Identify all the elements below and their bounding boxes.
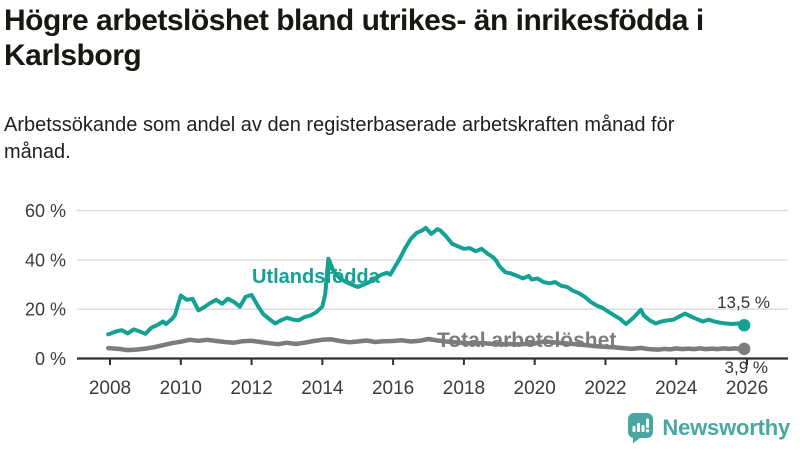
y-tick-label: 20 % <box>25 300 66 320</box>
x-tick-label: 2008 <box>89 378 131 399</box>
x-tick-label: 2024 <box>655 378 698 399</box>
y-tick-label: 40 % <box>25 250 66 270</box>
series-end-dot-utlandsfodda <box>737 319 751 332</box>
x-tick-label: 2026 <box>726 378 768 399</box>
series-label: Utlandsfödda <box>252 266 381 288</box>
series-line-utlandsfodda <box>106 225 747 337</box>
newsworthy-logo: Newsworthy <box>627 411 790 445</box>
series-line-total <box>105 336 747 353</box>
x-tick-label: 2012 <box>230 378 272 399</box>
y-tick-label: 60 % <box>25 201 66 221</box>
x-tick-label: 2020 <box>514 378 556 399</box>
newsworthy-logo-text: Newsworthy <box>662 415 790 440</box>
y-tick-label: 0 % <box>35 349 66 369</box>
series-end-dot-total <box>737 342 751 356</box>
value-label: 13,5 % <box>717 293 770 312</box>
chart-subtitle: Arbetssökande som andel av den registerb… <box>4 114 675 163</box>
x-tick-label: 2022 <box>584 378 626 399</box>
value-label: 3,9 % <box>725 358 768 377</box>
x-tick-label: 2018 <box>443 378 485 399</box>
series-label: Total arbetslöshet <box>437 329 616 352</box>
x-tick-label: 2014 <box>301 378 344 399</box>
unemployment-line-chart: 0 % 20 % 40 % 60 % 2008 2010 2012 2014 2016 2018 2… <box>25 201 788 399</box>
x-tick-label: 2010 <box>160 378 202 399</box>
newsworthy-logo-icon <box>628 413 654 444</box>
chart-title: Högre arbetslöshet bland utrikes- än inr… <box>4 4 704 72</box>
x-tick-label: 2016 <box>372 378 414 399</box>
